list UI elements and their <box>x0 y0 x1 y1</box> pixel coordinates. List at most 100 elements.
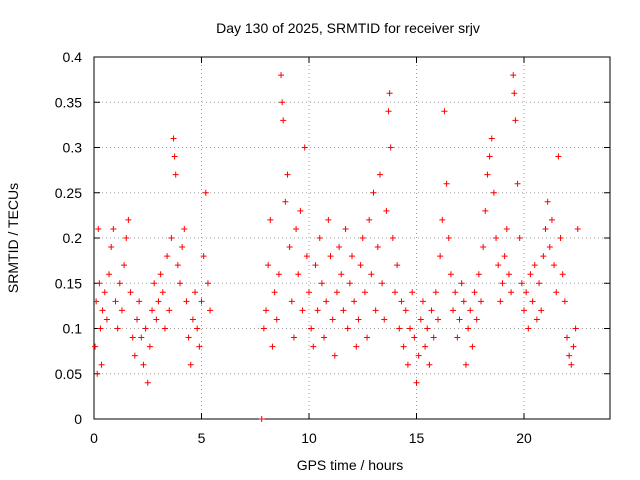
data-point <box>501 253 508 260</box>
data-point <box>263 307 269 314</box>
data-point <box>368 271 375 278</box>
data-point <box>523 289 530 296</box>
data-point <box>493 235 500 241</box>
data-point <box>170 135 177 142</box>
data-point <box>510 72 517 79</box>
data-point <box>527 271 534 278</box>
data-point <box>325 216 332 223</box>
data-point <box>376 171 383 178</box>
data-point <box>422 343 429 350</box>
data-point <box>430 334 437 341</box>
y-tick-label: 0.25 <box>55 185 82 201</box>
data-point <box>564 334 570 341</box>
x-axis-label: GPS time / hours <box>297 457 404 473</box>
data-point <box>389 235 396 241</box>
data-point <box>553 289 560 296</box>
data-point <box>314 307 321 314</box>
data-point <box>439 216 446 223</box>
data-point <box>413 379 420 386</box>
data-point <box>202 189 209 196</box>
data-point <box>293 225 300 232</box>
data-point <box>185 334 192 341</box>
data-point <box>353 343 360 350</box>
data-point <box>142 325 149 332</box>
data-point <box>428 307 435 314</box>
data-point <box>159 289 166 296</box>
data-point <box>194 325 201 332</box>
data-point <box>308 325 315 332</box>
data-point <box>97 325 104 332</box>
data-point <box>392 289 398 296</box>
data-point <box>316 235 323 241</box>
data-point <box>447 271 454 278</box>
data-point <box>533 316 540 323</box>
data-point <box>548 216 555 223</box>
data-point <box>355 316 362 323</box>
data-point <box>514 180 521 187</box>
data-point <box>359 235 366 241</box>
data-point <box>400 343 407 350</box>
data-point <box>383 207 390 214</box>
data-point <box>536 280 543 287</box>
data-point <box>351 298 358 305</box>
x-tick-label: 0 <box>90 430 98 446</box>
data-point <box>196 343 203 350</box>
data-point <box>303 253 310 260</box>
data-point <box>518 280 525 287</box>
data-point <box>568 361 575 368</box>
data-point <box>437 253 444 260</box>
data-point <box>443 180 450 187</box>
data-point <box>273 316 280 323</box>
data-point <box>386 90 393 97</box>
data-point <box>282 198 289 205</box>
data-point <box>321 334 328 341</box>
grid <box>94 57 610 419</box>
data-point <box>144 379 151 386</box>
data-point <box>538 307 545 314</box>
data-point <box>499 280 506 287</box>
data-point <box>342 225 349 232</box>
data-point <box>290 334 297 341</box>
data-point <box>286 244 293 251</box>
data-point <box>503 225 510 232</box>
data-point <box>497 298 504 305</box>
data-point <box>419 298 426 305</box>
data-point <box>349 253 355 260</box>
data-point <box>127 289 134 296</box>
data-point <box>183 298 190 305</box>
data-point <box>482 207 489 214</box>
data-point <box>271 289 278 296</box>
data-point <box>396 325 403 332</box>
data-point <box>424 325 431 332</box>
data-point <box>168 235 175 241</box>
data-point <box>99 307 106 314</box>
data-point <box>555 153 562 160</box>
data-point <box>177 280 183 287</box>
data-point <box>462 361 469 368</box>
data-point <box>278 72 285 79</box>
x-tick-label: 10 <box>301 430 317 446</box>
data-point <box>441 108 448 115</box>
data-point <box>465 325 472 332</box>
data-point <box>340 307 347 314</box>
data-point <box>357 262 364 269</box>
data-point <box>426 361 433 368</box>
data-point <box>204 280 211 287</box>
data-point <box>299 307 306 314</box>
data-point <box>525 325 532 332</box>
data-point <box>112 298 119 305</box>
chart-title: Day 130 of 2025, SRMTID for receiver srj… <box>216 20 480 36</box>
data-point <box>398 298 405 305</box>
data-point <box>327 253 334 260</box>
y-tick-label: 0.05 <box>55 366 82 382</box>
data-point <box>402 307 409 314</box>
data-point <box>131 352 138 359</box>
data-point <box>129 334 136 341</box>
data-point <box>546 244 553 251</box>
data-point <box>452 289 459 296</box>
data-point <box>361 289 368 296</box>
data-point <box>288 298 295 305</box>
data-point <box>531 262 538 269</box>
data-point <box>445 235 452 241</box>
data-point <box>110 225 117 232</box>
